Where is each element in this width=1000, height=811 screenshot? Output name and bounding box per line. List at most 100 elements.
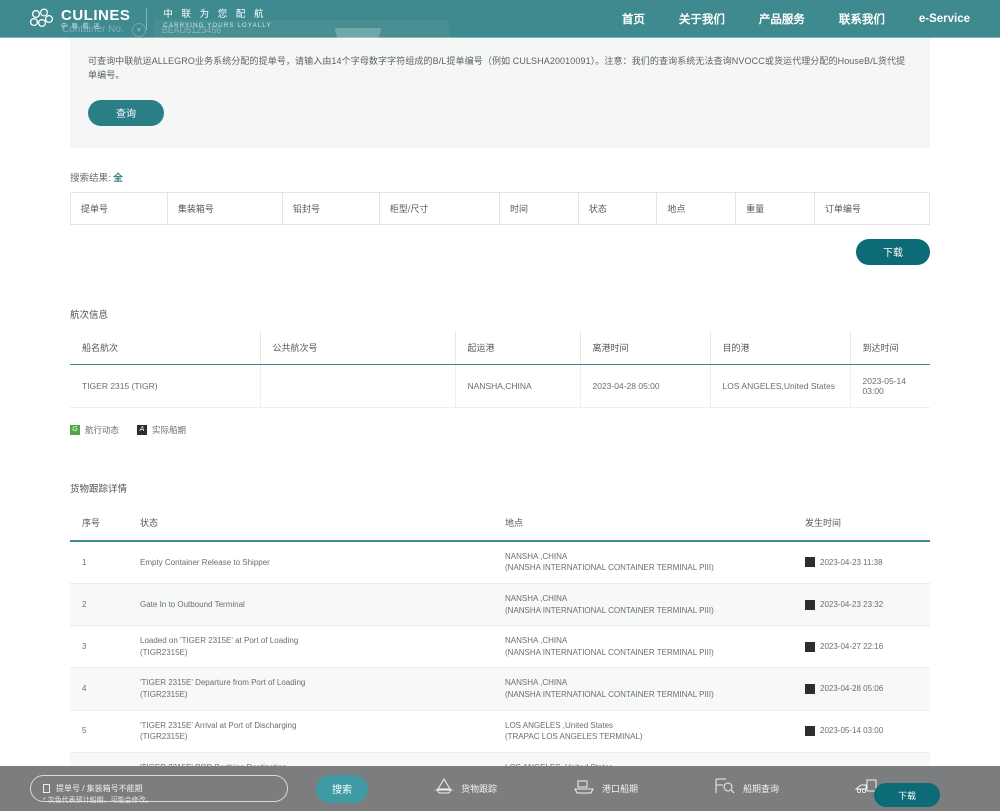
event-badge-icon — [805, 599, 815, 610]
legend-item-actual: A 实际船期 — [137, 424, 186, 436]
overlay-search-row: Container No. ▾ BEAU5123456 — [62, 20, 449, 38]
tracking-col-0: 序号 — [70, 504, 128, 542]
table-row: TIGER 2315 (TIGR) NANSHA,CHINA 2023-04-28 … — [70, 364, 930, 408]
event-time: 2023-04-27 22:16 — [820, 641, 884, 651]
search-result-line: 搜索结果: 全 — [70, 170, 930, 184]
notice-panel: 可查询中联航运ALLEGRO业务系统分配的提单号，请输入由14个字母数字字符组成… — [70, 38, 930, 148]
event-badge-icon — [805, 726, 815, 737]
site-logo[interactable]: CULINES 中 联 航 运 中 联 为 您 配 航 CARRYING YOU… — [29, 7, 272, 30]
header-underline — [0, 37, 1000, 38]
results-col-3: 柜型/尺寸 — [378, 191, 500, 225]
nav-item-about[interactable]: 关于我们 — [678, 14, 725, 26]
legend-label-actual: 实际船期 — [152, 424, 187, 435]
tracking-location: LOS ANGELES ,United States(TRAPAC LOS AN… — [493, 710, 793, 753]
voyage-table: 船名航次 公共航次号 起运港 离港时间 目的港 到达时间 TIGER 2315 (TIGR… — [70, 330, 930, 408]
results-header-row: 提单号 集装箱号 铅封号 柜型/尺寸 时间 状态 地点 重量 订单编号 — [70, 191, 931, 225]
voyage-section-title: 航次信息 — [70, 309, 109, 321]
tracking-seq: 4 — [70, 667, 128, 711]
logo-divider — [146, 8, 148, 30]
ship-tracking-icon — [434, 777, 454, 800]
event-time: 2023-04-28 05:06 — [820, 684, 884, 694]
voyage-cell-pod: LOS ANGELES,United States — [710, 364, 851, 408]
voyage-header-row: 船名航次 公共航次号 起运港 离港时间 目的港 到达时间 — [70, 330, 930, 365]
tracking-location: NANSHA ,CHINA (NANSHA INTERNATIONAL CONTA… — [493, 625, 793, 669]
tracking-seq: 5 — [70, 710, 128, 753]
voyage-col-2: 起运港 — [455, 330, 581, 365]
bottom-link-label-0: 货物跟踪 — [461, 784, 498, 794]
tracking-location: NANSHA ,CHINA (NANSHA INTERNATIONAL CONTA… — [493, 667, 793, 711]
bottom-link-port-schedule[interactable]: 港口船期 — [573, 777, 638, 800]
chevron-down-icon[interactable]: ▾ — [131, 22, 146, 37]
main-nav: 首页 关于我们 产品服务 联系我们 e-Service — [622, 11, 970, 27]
nav-item-contact[interactable]: 联系我们 — [838, 14, 885, 26]
bottom-search-note: * 次色代表预计船期，可能会修改。 — [43, 797, 153, 804]
voyage-col-4: 目的港 — [710, 330, 851, 365]
sailing-badge-icon: G — [70, 424, 80, 435]
tracking-header-row: 序号 状态 地点 发生时间 — [70, 504, 930, 542]
table-row: 4 'TIGER 2315E' Departure from Port of Lo… — [70, 667, 930, 711]
tracking-status: Loaded on 'TIGER 2315E' at Port of Loadi… — [128, 625, 493, 669]
nav-item-eservice[interactable]: e-Service — [918, 13, 970, 25]
bottom-toolbar: 提单号 / 集装箱号不能期 * 次色代表预计船期，可能会修改。 搜索 货物跟踪 — [0, 766, 1000, 811]
logo-wordmark: CULINES — [61, 7, 131, 24]
nav-item-home[interactable]: 首页 — [621, 14, 645, 26]
tracking-col-3: 发生时间 — [793, 504, 930, 542]
culines-logo-icon — [29, 8, 54, 30]
event-time: 2023-05-14 03:00 — [820, 726, 884, 736]
bottom-link-vessel-schedule[interactable]: 船期查询 — [714, 777, 779, 800]
tracking-status: 'TIGER 2315E' Arrival at Port of Dischar… — [128, 710, 493, 753]
results-col-7: 重量 — [735, 191, 815, 225]
tracking-status: 'TIGER 2315E' Departure from Port of Loa… — [128, 667, 493, 711]
bottom-link-label-2: 船期查询 — [743, 784, 780, 794]
results-col-8: 订单编号 — [813, 191, 931, 225]
tracking-seq: 3 — [70, 625, 128, 669]
doc-icon — [43, 780, 50, 798]
query-button[interactable]: 查询 — [88, 99, 164, 126]
results-col-5: 状态 — [577, 191, 658, 225]
bottom-download-button[interactable]: 下载 — [874, 783, 940, 807]
download-button[interactable]: 下载 — [856, 238, 930, 265]
voyage-cell-etd: 2023-04-28 05:00 — [580, 364, 711, 408]
overlay-artifact — [335, 28, 381, 38]
tracking-location: NANSHA ,CHINA (NANSHA INTERNATIONAL CONTA… — [493, 583, 793, 627]
online-booking-icon — [854, 777, 881, 800]
bottom-link-cargo-tracking[interactable]: 货物跟踪 — [434, 777, 497, 800]
overlay-container-input[interactable]: BEAU5123456 — [153, 20, 449, 38]
event-badge-icon — [805, 641, 815, 652]
legend-item-sailing: G 航行动态 — [70, 424, 119, 436]
bottom-link-label-1: 港口船期 — [602, 784, 639, 794]
tracking-time: 2023-04-23 23:32 — [793, 583, 930, 627]
tracking-col-2: 地点 — [493, 504, 793, 542]
event-badge-icon — [805, 557, 815, 568]
results-col-0: 提单号 — [70, 191, 168, 225]
results-col-2: 铅封号 — [281, 191, 380, 225]
bottom-search-field[interactable]: 提单号 / 集装箱号不能期 * 次色代表预计船期，可能会修改。 — [30, 775, 288, 804]
bottom-search-button[interactable]: 搜索 — [316, 774, 368, 803]
event-time: 2023-04-23 11:38 — [820, 557, 883, 567]
nav-item-products[interactable]: 产品服务 — [758, 14, 805, 26]
voyage-col-0: 船名航次 — [70, 330, 261, 365]
overlay-container-label: Container No. — [62, 24, 124, 35]
tracking-location: NANSHA ,CHINA (NANSHA INTERNATIONAL CONTA… — [493, 540, 793, 584]
notice-text: 可查询中联航运ALLEGRO业务系统分配的提单号，请输入由14个字母数字字符组成… — [88, 56, 906, 81]
logo-slogan-cn: 中 联 为 您 配 航 — [163, 9, 267, 21]
voyage-body: TIGER 2315 (TIGR) NANSHA,CHINA 2023-04-28 … — [70, 364, 930, 408]
tracking-section-title: 货物跟踪详情 — [70, 483, 128, 495]
voyage-cell-vessel: TIGER 2315 (TIGR) — [70, 364, 261, 408]
results-col-1: 集装箱号 — [166, 191, 283, 225]
logo-slogan-en: CARRYING YOURS LOYALLY — [163, 22, 272, 29]
actual-badge-icon: A — [137, 424, 148, 435]
port-schedule-icon — [573, 777, 595, 800]
table-row: 3 Loaded on 'TIGER 2315E' at Port of Load… — [70, 625, 930, 669]
legend-label-sailing: 航行动态 — [85, 424, 120, 435]
download-row: 下载 — [70, 238, 930, 265]
tracking-time: 2023-05-14 03:00 — [793, 710, 930, 753]
table-row: 1 Empty Container Release to Shipper NANSH… — [70, 540, 930, 584]
voyage-col-5: 到达时间 — [850, 330, 930, 365]
bottom-search-placeholder: 提单号 / 集装箱号不能期 — [56, 784, 143, 793]
search-result-label: 搜索结果: — [70, 172, 111, 184]
voyage-legend: G 航行动态 A 实际船期 — [70, 424, 930, 436]
results-col-6: 地点 — [656, 191, 737, 225]
table-row: 5 'TIGER 2315E' Arrival at Port of Discha… — [70, 710, 930, 753]
table-row: 2 Gate In to Outbound Terminal NANSHA ,CHI… — [70, 583, 930, 627]
